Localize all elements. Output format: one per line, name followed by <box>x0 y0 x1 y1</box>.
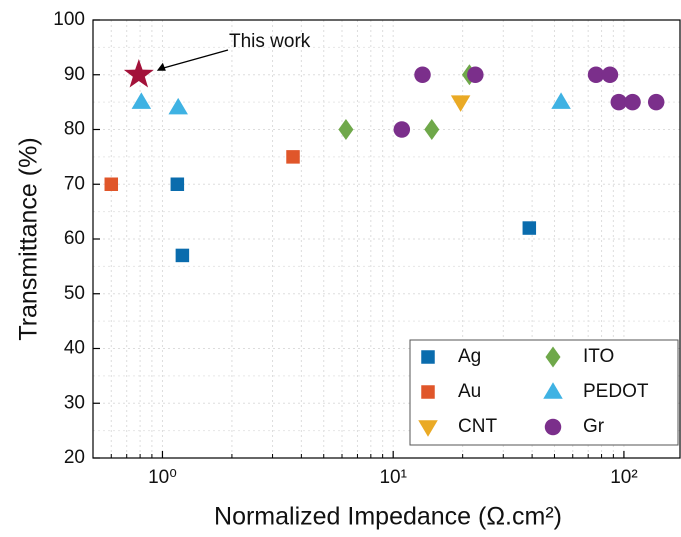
arrow-head <box>156 62 166 71</box>
legend-label: ITO <box>583 346 614 367</box>
marker-triangle-down <box>450 95 471 112</box>
marker-triangle-up <box>168 97 188 115</box>
marker-square <box>522 221 537 235</box>
legend-label: CNT <box>458 416 497 437</box>
marker-diamond <box>338 119 354 140</box>
marker-triangle-up <box>543 382 563 399</box>
legend: Ag Au CNT ITO PEDOT Gr <box>409 339 679 446</box>
marker-circle <box>393 121 411 138</box>
marker-circle <box>601 66 619 83</box>
marker-circle <box>624 93 641 111</box>
marker-square <box>170 177 185 191</box>
y-tick-label: 40 <box>64 338 85 359</box>
y-tick-label: 100 <box>53 9 85 30</box>
marker-star <box>123 59 154 88</box>
marker-triangle-down <box>418 420 438 437</box>
x-axis-label: Normalized Impedance (Ω.cm²) <box>214 503 562 531</box>
x-tick-label: 10¹ <box>379 467 406 488</box>
x-tick-label: 10⁰ <box>148 467 177 488</box>
legend-label: Ag <box>458 346 481 367</box>
marker-circle <box>544 418 562 436</box>
annotation-text: This work <box>229 31 311 52</box>
marker-square <box>421 350 435 364</box>
marker-circle <box>610 93 628 111</box>
marker-diamond <box>424 119 440 140</box>
marker-triangle-up <box>551 92 571 109</box>
legend-box <box>409 339 679 446</box>
marker-triangle-up <box>131 92 152 109</box>
y-tick-label: 50 <box>64 283 85 304</box>
legend-label: Au <box>458 381 481 402</box>
legend-label: Gr <box>583 416 605 437</box>
annotation-arrow <box>160 49 229 70</box>
y-axis-label: Transmittance (%) <box>15 137 43 340</box>
y-tick-label: 90 <box>64 64 85 85</box>
marker-circle <box>647 93 665 111</box>
legend-label: PEDOT <box>583 381 649 402</box>
marker-diamond <box>545 346 561 368</box>
marker-square <box>175 248 190 263</box>
marker-square <box>421 385 435 399</box>
marker-circle <box>587 66 605 83</box>
y-tick-label: 80 <box>64 119 85 140</box>
marker-circle <box>414 66 431 83</box>
y-tick-label: 20 <box>64 447 85 468</box>
x-tick-label: 10² <box>610 467 637 488</box>
y-tick-label: 70 <box>64 173 85 194</box>
marker-circle <box>467 66 484 83</box>
marker-square <box>286 150 300 164</box>
y-tick-label: 60 <box>64 228 85 249</box>
plot-frame <box>92 19 681 459</box>
y-tick-label: 30 <box>64 392 85 413</box>
marker-square <box>104 177 119 191</box>
